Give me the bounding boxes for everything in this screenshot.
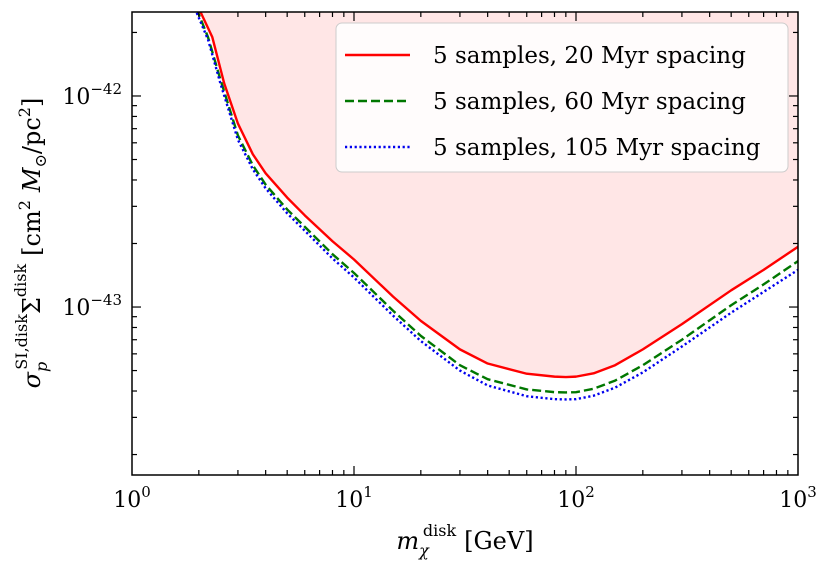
series-layer <box>195 12 798 401</box>
legend-label-3: 5 samples, 105 Myr spacing <box>433 135 761 161</box>
series-line-1 <box>199 12 798 379</box>
y-axis-label: σpSI,diskΣdisk[cm2M⊙/pc2] <box>11 98 51 389</box>
legend-label-1: 5 samples, 20 Myr spacing <box>433 43 746 69</box>
x-tick-label: 103 <box>779 483 817 513</box>
legend: 5 samples, 20 Myr spacing 5 samples, 60 M… <box>335 22 789 173</box>
y-tick-label: 10−43 <box>62 291 122 321</box>
series-line-2 <box>196 12 798 394</box>
x-tick-label: 102 <box>557 483 595 513</box>
ticks-layer: 100 101 102 103 10−43 10−42 <box>62 12 817 513</box>
y-tick-label: 10−42 <box>62 80 122 110</box>
series-line-3 <box>195 12 798 401</box>
x-tick-label: 101 <box>335 483 373 513</box>
legend-box <box>335 22 789 173</box>
plot-frame <box>131 11 799 476</box>
x-tick-label: 100 <box>113 483 151 513</box>
legend-label-2: 5 samples, 60 Myr spacing <box>433 89 746 115</box>
x-axis-label: mχdisk [GeV] <box>396 521 533 560</box>
